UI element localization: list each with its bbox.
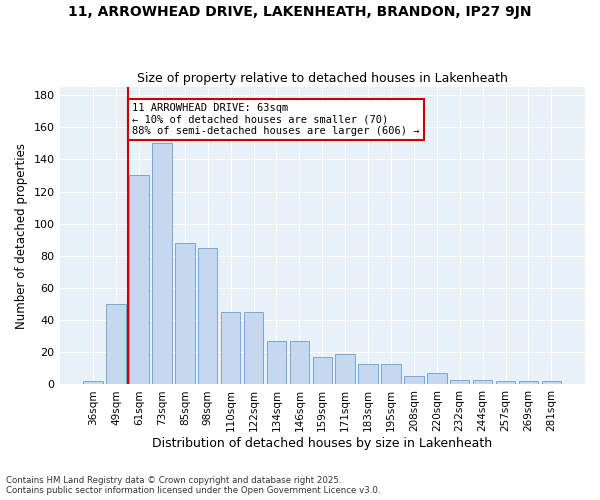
Bar [450, 380, 469, 384]
Bar [152, 144, 172, 384]
Bar [427, 373, 446, 384]
Bar [313, 357, 332, 384]
Bar [221, 312, 241, 384]
Bar [267, 341, 286, 384]
Bar [198, 248, 217, 384]
X-axis label: Distribution of detached houses by size in Lakenheath: Distribution of detached houses by size … [152, 437, 493, 450]
Bar [496, 381, 515, 384]
Bar [381, 364, 401, 384]
Bar [404, 376, 424, 384]
Bar [129, 176, 149, 384]
Bar [106, 304, 126, 384]
Bar [542, 381, 561, 384]
Bar [83, 381, 103, 384]
Bar [335, 354, 355, 384]
Bar [175, 243, 194, 384]
Text: 11, ARROWHEAD DRIVE, LAKENHEATH, BRANDON, IP27 9JN: 11, ARROWHEAD DRIVE, LAKENHEATH, BRANDON… [68, 5, 532, 19]
Text: Contains HM Land Registry data © Crown copyright and database right 2025.
Contai: Contains HM Land Registry data © Crown c… [6, 476, 380, 495]
Bar [290, 341, 309, 384]
Text: 11 ARROWHEAD DRIVE: 63sqm
← 10% of detached houses are smaller (70)
88% of semi-: 11 ARROWHEAD DRIVE: 63sqm ← 10% of detac… [132, 103, 419, 136]
Bar [358, 364, 378, 384]
Bar [473, 380, 493, 384]
Y-axis label: Number of detached properties: Number of detached properties [15, 143, 28, 329]
Bar [244, 312, 263, 384]
Bar [519, 381, 538, 384]
Title: Size of property relative to detached houses in Lakenheath: Size of property relative to detached ho… [137, 72, 508, 85]
